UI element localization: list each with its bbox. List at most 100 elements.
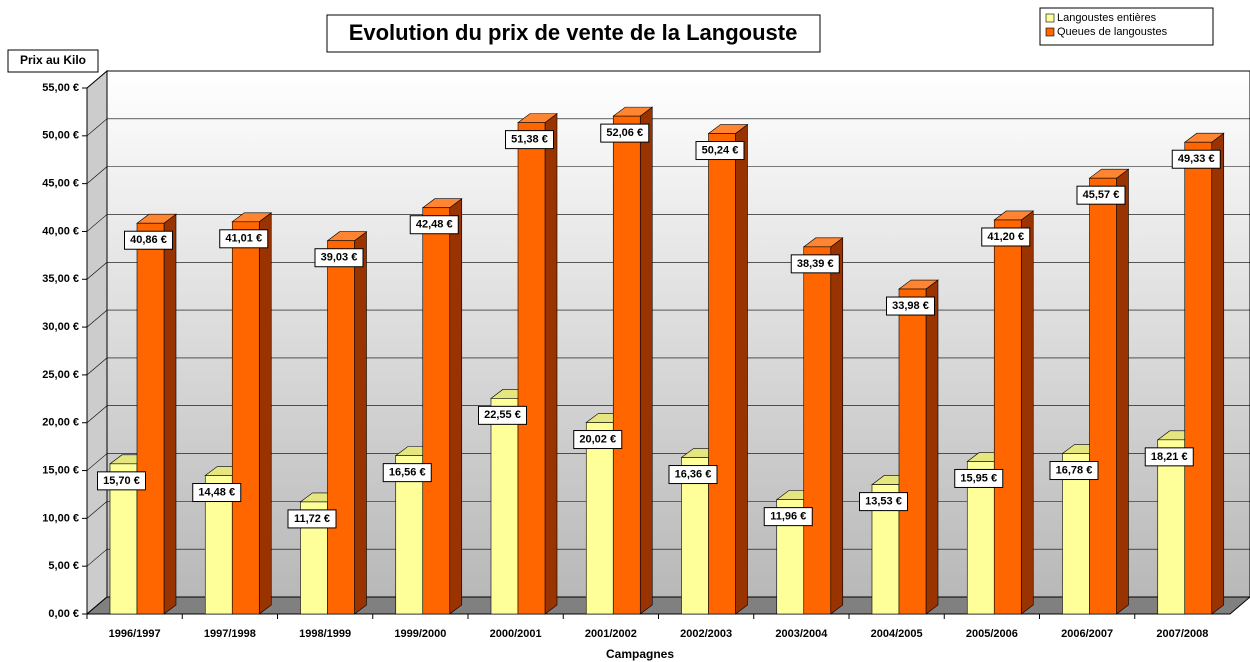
value-label: 14,48 €	[198, 486, 235, 498]
bar-side	[1020, 210, 1034, 615]
grid-line	[86, 357, 108, 376]
value-label-box	[954, 468, 1004, 488]
value-label-box	[600, 123, 650, 143]
bar-front	[517, 122, 546, 615]
bar-side	[1116, 168, 1129, 615]
value-label-box	[382, 463, 432, 483]
legend-swatch	[1045, 13, 1055, 23]
value-label: 40,86 €	[130, 234, 167, 246]
y-axis-label: Prix au Kilo	[20, 53, 86, 67]
value-label: 13,53 €	[865, 496, 902, 508]
x-tick-label: 2005/2006	[966, 628, 1018, 640]
y-tick-label: 15,00 €	[42, 464, 79, 476]
grid-line	[86, 70, 108, 89]
bar-side	[735, 123, 748, 615]
y-tick-label: 20,00 €	[42, 417, 79, 429]
value-label: 39,03 €	[321, 252, 358, 264]
value-label-box	[1049, 461, 1099, 481]
value-label: 18,21 €	[1151, 451, 1188, 463]
value-label-box	[981, 227, 1031, 247]
bar	[231, 212, 273, 615]
value-label: 50,24 €	[702, 144, 739, 156]
legend-label: Queues de langoustes	[1057, 26, 1168, 38]
bar	[421, 198, 463, 615]
grid-line	[86, 501, 108, 519]
bar-side	[354, 231, 367, 615]
x-tick-label: 2002/2003	[680, 628, 732, 640]
value-label-box	[505, 130, 554, 150]
x-tick-label: 2004/2005	[871, 628, 923, 640]
value-label-box	[219, 229, 269, 249]
value-label: 11,72 €	[294, 513, 330, 525]
bar-front	[1184, 141, 1213, 615]
legend-swatch	[1045, 27, 1055, 37]
grid-line	[86, 118, 108, 137]
value-label-box	[1144, 447, 1194, 467]
value-label: 51,38 €	[511, 134, 548, 146]
value-label-box	[668, 465, 718, 485]
bar-front	[585, 422, 614, 615]
grid-line	[86, 596, 108, 615]
y-tick-label: 40,00 €	[42, 225, 79, 237]
bar-side	[830, 237, 844, 615]
value-label: 16,56 €	[389, 467, 426, 479]
value-label-box	[859, 492, 908, 512]
y-tick-label: 35,00 €	[42, 273, 79, 285]
bar	[1088, 168, 1130, 615]
value-label-box	[124, 230, 173, 250]
value-label-box	[1171, 149, 1221, 169]
y-label-box	[7, 49, 99, 73]
x-tick-label: 1997/1998	[204, 628, 256, 640]
bar-front	[803, 246, 832, 615]
y-tick-label: 5,00 €	[48, 560, 79, 572]
x-tick-label: 1998/1999	[299, 628, 351, 640]
bar-front	[898, 288, 927, 615]
bar-side	[258, 212, 272, 615]
x-tick-label: 1996/1997	[109, 628, 161, 640]
bar-front	[136, 222, 165, 615]
y-tick-label: 45,00 €	[42, 178, 79, 190]
value-label-box	[573, 430, 623, 450]
grid-line	[86, 453, 108, 471]
value-label: 42,48 €	[416, 219, 453, 231]
value-label-box	[314, 248, 364, 268]
bar	[517, 113, 558, 615]
value-label: 33,98 €	[892, 300, 929, 312]
bar-front	[1089, 177, 1117, 615]
value-label: 20,02 €	[579, 433, 616, 445]
value-label: 49,33 €	[1178, 153, 1215, 165]
value-label: 22,55 €	[484, 409, 521, 421]
value-label: 52,06 €	[606, 127, 643, 139]
x-tick-label: 2000/2001	[490, 628, 542, 640]
x-tick-label: 2006/2007	[1061, 628, 1113, 640]
value-label-box	[886, 296, 935, 316]
value-label-box	[287, 509, 337, 529]
legend	[1039, 7, 1214, 46]
bar-front	[612, 115, 641, 615]
side-wall	[86, 69, 108, 616]
bar-side	[925, 279, 939, 615]
bar	[993, 210, 1035, 615]
x-tick-label: 2007/2008	[1156, 628, 1208, 640]
value-label: 38,39 €	[797, 258, 834, 270]
value-label-box	[192, 483, 242, 503]
bar	[326, 231, 368, 615]
bar-front	[490, 398, 519, 615]
grid-line	[86, 166, 108, 184]
bar	[136, 213, 177, 615]
grid-line	[86, 214, 108, 232]
y-tick-label: 25,00 €	[42, 369, 79, 381]
bar-side	[449, 198, 463, 615]
x-tick-label: 2003/2004	[775, 628, 828, 640]
bar	[1183, 132, 1225, 615]
y-tick-label: 55,00 €	[42, 82, 79, 94]
bar	[898, 279, 939, 615]
bar-front	[231, 221, 260, 615]
bar-front	[1062, 453, 1090, 615]
bar-front	[422, 207, 451, 615]
bar-front	[327, 240, 355, 615]
value-label-box	[409, 215, 459, 235]
bar-side	[163, 213, 177, 615]
bar	[707, 123, 749, 615]
